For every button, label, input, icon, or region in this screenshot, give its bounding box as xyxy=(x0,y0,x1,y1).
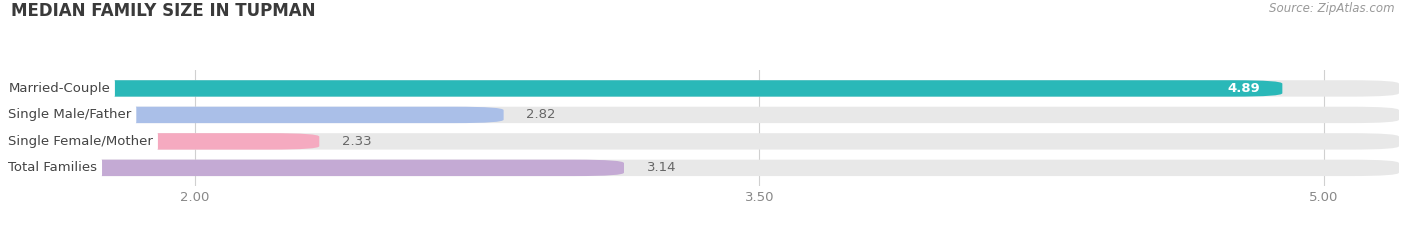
FancyBboxPatch shape xyxy=(7,80,1399,97)
Text: Married-Couple: Married-Couple xyxy=(8,82,110,95)
Text: 3.14: 3.14 xyxy=(647,161,676,174)
Text: MEDIAN FAMILY SIZE IN TUPMAN: MEDIAN FAMILY SIZE IN TUPMAN xyxy=(11,2,316,20)
Text: 2.82: 2.82 xyxy=(526,108,555,121)
FancyBboxPatch shape xyxy=(7,107,1399,123)
FancyBboxPatch shape xyxy=(7,107,503,123)
Text: 4.89: 4.89 xyxy=(1227,82,1260,95)
FancyBboxPatch shape xyxy=(7,80,1282,97)
Text: 2.33: 2.33 xyxy=(342,135,371,148)
Text: Single Male/Father: Single Male/Father xyxy=(8,108,132,121)
Text: Source: ZipAtlas.com: Source: ZipAtlas.com xyxy=(1270,2,1395,15)
FancyBboxPatch shape xyxy=(7,160,624,176)
FancyBboxPatch shape xyxy=(7,133,1399,150)
Text: Total Families: Total Families xyxy=(8,161,97,174)
FancyBboxPatch shape xyxy=(7,160,1399,176)
Text: Single Female/Mother: Single Female/Mother xyxy=(8,135,153,148)
FancyBboxPatch shape xyxy=(7,133,319,150)
